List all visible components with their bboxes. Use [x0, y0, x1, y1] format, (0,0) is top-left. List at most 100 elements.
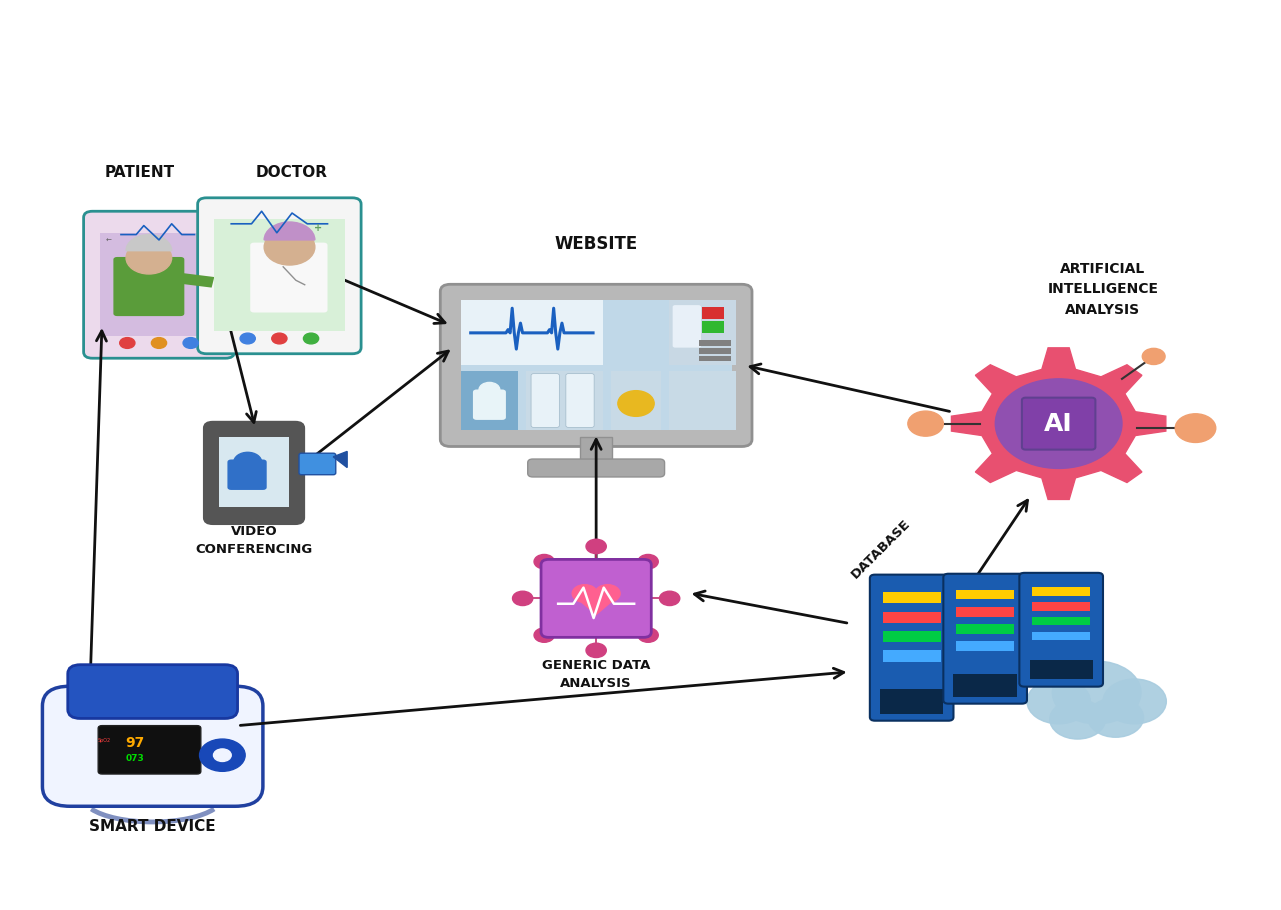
Bar: [699, 356, 731, 361]
FancyBboxPatch shape: [870, 574, 953, 721]
Circle shape: [126, 242, 172, 274]
Bar: [1032, 632, 1090, 641]
Wedge shape: [264, 222, 315, 240]
Bar: [669, 370, 735, 430]
Circle shape: [594, 584, 620, 602]
Circle shape: [1049, 700, 1106, 739]
Text: WEBSITE: WEBSITE: [555, 236, 638, 253]
FancyBboxPatch shape: [204, 422, 304, 524]
Circle shape: [151, 338, 167, 349]
Circle shape: [660, 592, 680, 605]
Circle shape: [1103, 679, 1167, 723]
Bar: [1032, 602, 1090, 611]
Bar: [1032, 617, 1090, 625]
Bar: [956, 624, 1015, 633]
Bar: [883, 612, 940, 622]
Text: ARTIFICIAL
INTELLIGENCE
ANALYSIS: ARTIFICIAL INTELLIGENCE ANALYSIS: [1048, 261, 1158, 317]
Bar: [669, 300, 735, 365]
Text: SMART DEVICE: SMART DEVICE: [90, 819, 216, 834]
Circle shape: [214, 749, 232, 762]
Wedge shape: [126, 235, 172, 250]
Bar: [956, 607, 1015, 617]
Circle shape: [1175, 414, 1216, 442]
Bar: [461, 300, 731, 430]
Bar: [883, 592, 940, 603]
FancyBboxPatch shape: [250, 243, 328, 312]
Circle shape: [1052, 661, 1141, 723]
FancyBboxPatch shape: [197, 197, 361, 354]
Circle shape: [995, 379, 1122, 469]
Circle shape: [200, 739, 245, 772]
FancyBboxPatch shape: [228, 460, 266, 490]
Bar: [214, 219, 345, 331]
FancyBboxPatch shape: [114, 257, 184, 316]
Polygon shape: [952, 348, 1166, 500]
Circle shape: [585, 540, 606, 553]
FancyBboxPatch shape: [943, 573, 1027, 703]
Text: DATABASE: DATABASE: [849, 517, 913, 581]
Circle shape: [534, 628, 555, 642]
Bar: [580, 437, 612, 468]
FancyBboxPatch shape: [68, 664, 237, 719]
FancyBboxPatch shape: [532, 374, 560, 428]
FancyBboxPatch shape: [541, 560, 651, 637]
Polygon shape: [574, 595, 619, 614]
Circle shape: [119, 338, 135, 349]
FancyBboxPatch shape: [298, 453, 336, 475]
FancyBboxPatch shape: [441, 284, 752, 447]
Bar: [883, 631, 940, 642]
Text: +: +: [314, 223, 323, 233]
FancyBboxPatch shape: [42, 686, 263, 806]
Circle shape: [585, 643, 606, 658]
Circle shape: [1088, 698, 1144, 737]
Text: 97: 97: [126, 735, 145, 750]
FancyBboxPatch shape: [528, 459, 665, 477]
Bar: [956, 642, 1015, 651]
FancyBboxPatch shape: [1020, 572, 1103, 687]
FancyBboxPatch shape: [99, 725, 201, 774]
Circle shape: [638, 554, 658, 569]
Circle shape: [272, 333, 287, 344]
Text: AI: AI: [1044, 411, 1073, 436]
Circle shape: [240, 333, 255, 344]
Bar: [611, 370, 661, 430]
Bar: [526, 370, 603, 430]
Text: SpO2: SpO2: [97, 738, 111, 743]
Bar: [100, 233, 218, 336]
FancyBboxPatch shape: [673, 305, 701, 348]
Text: VIDEO
CONFERENCING: VIDEO CONFERENCING: [196, 525, 313, 556]
Bar: [880, 689, 943, 713]
FancyBboxPatch shape: [473, 389, 506, 420]
Circle shape: [1143, 349, 1166, 365]
Text: GENERIC DATA
ANALYSIS: GENERIC DATA ANALYSIS: [542, 659, 651, 690]
Bar: [956, 590, 1015, 600]
Circle shape: [233, 452, 261, 472]
Bar: [702, 307, 724, 318]
Circle shape: [479, 382, 500, 397]
Text: PATIENT: PATIENT: [105, 166, 175, 180]
Bar: [699, 348, 731, 354]
Bar: [174, 272, 214, 288]
Bar: [461, 370, 519, 430]
Circle shape: [304, 333, 319, 344]
Bar: [1030, 661, 1093, 680]
Bar: [461, 300, 603, 365]
Circle shape: [1027, 679, 1090, 723]
FancyBboxPatch shape: [566, 374, 594, 428]
Circle shape: [183, 338, 199, 349]
Circle shape: [264, 229, 315, 265]
Circle shape: [534, 554, 555, 569]
Bar: [953, 674, 1017, 696]
FancyBboxPatch shape: [83, 211, 234, 359]
Text: 073: 073: [126, 754, 145, 763]
Polygon shape: [333, 451, 347, 468]
Bar: [699, 340, 731, 346]
Bar: [883, 651, 940, 662]
Circle shape: [638, 628, 658, 642]
Circle shape: [908, 411, 943, 436]
Circle shape: [617, 390, 655, 417]
Bar: [219, 437, 290, 507]
Text: DOCTOR: DOCTOR: [256, 166, 328, 180]
Text: ←: ←: [105, 238, 111, 244]
Circle shape: [573, 584, 597, 602]
